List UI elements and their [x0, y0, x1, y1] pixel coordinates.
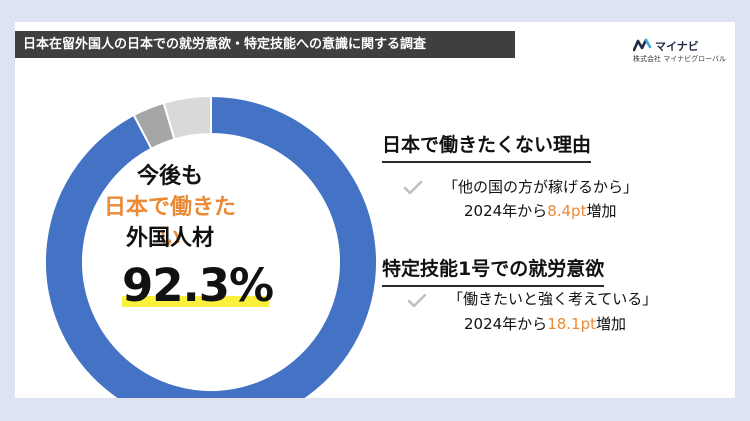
- detail-value: 8.4pt: [547, 202, 587, 220]
- brand-company: 株式会社 マイナビグローバル: [633, 55, 727, 63]
- detail-value: 18.1pt: [547, 315, 596, 333]
- survey-title-banner: 日本在留外国人の日本での就労意欲・特定技能への意識に関する調査: [15, 31, 515, 58]
- section-heading-specified-skill: 特定技能1号での就労意欲: [382, 254, 605, 287]
- center-label-line2: 日本で働きたい: [103, 195, 236, 252]
- section-quote-not-work-reason: 「他の国の方が稼げるから」: [443, 178, 639, 196]
- detail-suffix: 増加: [596, 315, 627, 333]
- center-label-line3: 外国人材: [125, 226, 214, 251]
- section-detail-not-work-reason: 2024年から8.4pt増加: [464, 200, 616, 221]
- value-highlight: [122, 296, 269, 307]
- section-heading-not-work-reason: 日本で働きたくない理由: [382, 130, 592, 163]
- detail-prefix: 2024年から: [464, 202, 548, 220]
- detail-prefix: 2024年から: [464, 315, 548, 333]
- section-quote-specified-skill: 「働きたいと強く考えている」: [448, 290, 658, 308]
- center-value: 92.3%: [122, 259, 274, 312]
- infographic-card: 日本在留外国人の日本での就労意欲・特定技能への意識に関する調査 マイナビ 株式会…: [15, 22, 735, 398]
- center-value-block: 92.3%: [122, 259, 274, 313]
- check-icon: [403, 181, 423, 195]
- mynavi-logo-icon: [633, 38, 652, 52]
- check-icon: [407, 294, 427, 308]
- brand-logo: マイナビ 株式会社 マイナビグローバル: [633, 37, 729, 67]
- detail-suffix: 増加: [586, 202, 617, 220]
- donut-slice-other-2: [162, 94, 212, 141]
- donut-chart: [44, 94, 378, 398]
- section-detail-specified-skill: 2024年から18.1pt増加: [464, 313, 626, 334]
- brand-name: マイナビ: [655, 40, 699, 53]
- donut-slice-want-to-work: [44, 94, 378, 398]
- center-label-line1: 今後も: [136, 164, 203, 189]
